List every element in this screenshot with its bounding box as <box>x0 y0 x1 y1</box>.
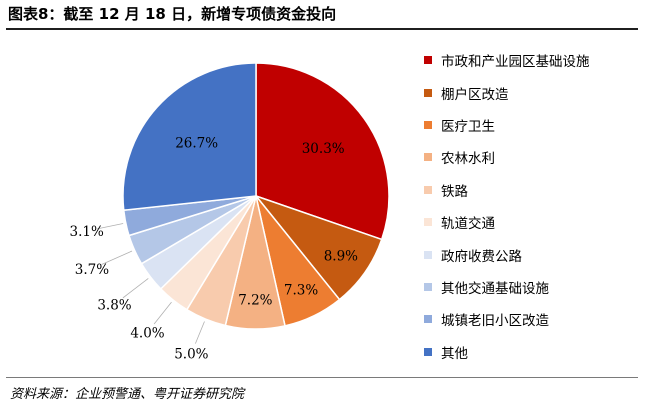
slice-8-value-label: 3.7% <box>75 262 109 278</box>
legend-swatch <box>424 282 432 291</box>
slice-1-value-label: 30.3% <box>302 141 345 157</box>
slice-6-value-label: 4.0% <box>130 325 164 341</box>
legend-label: 城镇老旧小区改造 <box>441 313 549 330</box>
legend-label: 其他交通基础设施 <box>441 280 549 297</box>
legend-item: 轨道交通 <box>424 206 590 238</box>
legend-label: 其他 <box>441 345 468 362</box>
chart-title: 图表8：截至 12 月 18 日，新增专项债资金投向 <box>8 5 337 23</box>
title-rule <box>6 28 638 30</box>
slice-10-value-label: 26.7% <box>175 136 218 152</box>
slice-4-value-label: 7.2% <box>238 293 272 309</box>
legend-swatch <box>424 185 432 194</box>
legend-label: 农林水利 <box>441 151 495 168</box>
leader-lines <box>97 223 205 344</box>
data-labels: 30.3% 8.9% 7.3% 7.2% 5.0% 4.0% 3.8% 3.7% 3.1% 26.… <box>70 136 359 363</box>
legend-label: 医疗卫生 <box>441 118 495 135</box>
legend-item: 城镇老旧小区改造 <box>424 303 590 335</box>
legend-label: 铁路 <box>441 183 468 200</box>
slice-5-leader-line <box>195 321 205 344</box>
legend-swatch <box>424 347 432 356</box>
legend-item: 铁路 <box>424 174 590 206</box>
legend-item: 棚户区改造 <box>424 76 590 108</box>
chart-legend: 市政和产业园区基础设施 棚户区改造医疗卫生农林水利铁路轨道交通政府收费公路其他交通… <box>424 44 590 368</box>
legend-item: 政府收费公路 <box>424 238 590 270</box>
legend-swatch <box>424 56 432 65</box>
legend-item: 其他 <box>424 336 590 368</box>
slice-8-leader-line <box>101 250 133 265</box>
legend-label: 轨道交通 <box>441 216 495 233</box>
legend-swatch <box>424 218 432 227</box>
bottom-rule <box>6 377 638 378</box>
legend-item: 农林水利 <box>424 141 590 173</box>
pie-slices <box>122 62 390 330</box>
slice-6-leader-line <box>153 301 172 325</box>
legend-swatch <box>424 250 432 259</box>
slice-10 <box>122 62 257 212</box>
slice-9-leader-line <box>97 223 124 230</box>
slice-7-value-label: 3.8% <box>97 297 131 313</box>
slice-5-value-label: 5.0% <box>174 346 208 362</box>
legend-item: 医疗卫生 <box>424 109 590 141</box>
legend-item: 市政和产业园区基础设施 <box>424 44 590 76</box>
legend-item: 其他交通基础设施 <box>424 271 590 303</box>
source-note: 资料来源：企业预警通、粤开证券研究院 <box>10 387 245 402</box>
slice-1 <box>255 62 390 241</box>
legend-label: 市政和产业园区基础设施 <box>441 54 590 71</box>
legend-swatch <box>424 120 432 129</box>
slice-2-value-label: 8.9% <box>324 249 358 265</box>
slice-3-value-label: 7.3% <box>284 282 318 298</box>
slice-9-value-label: 3.1% <box>70 224 104 240</box>
legend-label: 政府收费公路 <box>441 248 522 265</box>
legend-swatch <box>424 153 432 162</box>
slice-7-leader-line <box>122 278 149 299</box>
legend-label: 棚户区改造 <box>441 86 509 103</box>
legend-swatch <box>424 315 432 324</box>
legend-swatch <box>424 88 432 97</box>
